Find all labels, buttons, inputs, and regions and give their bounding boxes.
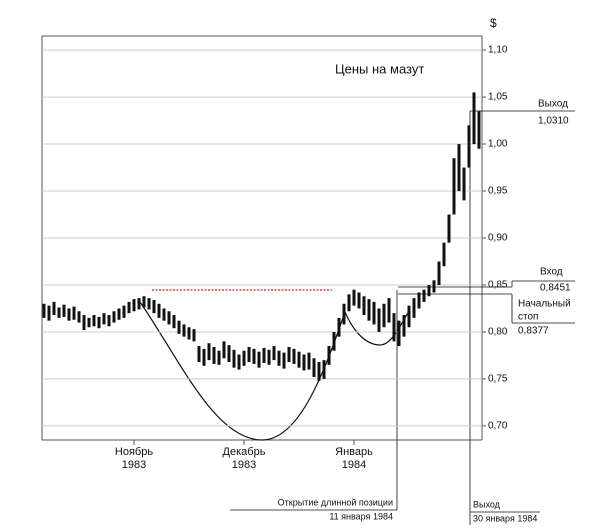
y-tick-label: 1,10 <box>488 45 508 56</box>
y-tick-label: 0,70 <box>488 421 508 432</box>
stop-label: стоп <box>518 312 538 323</box>
open-label: Открытие длинной позиции <box>278 497 393 507</box>
y-tick-label: 0,90 <box>488 233 508 244</box>
x-tick-label: Декабрь 1983 <box>222 446 266 471</box>
stop-label: Начальный <box>518 299 571 310</box>
x-tick-label: Ноябрь 1983 <box>114 446 154 471</box>
chart-title: Цены на мазут <box>335 61 424 76</box>
exit-price: 1,0310 <box>538 116 569 127</box>
y-unit: $ <box>490 16 497 30</box>
stop-price: 0,8377 <box>518 326 549 337</box>
y-tick-label: 1,05 <box>488 92 508 103</box>
exit-label: Выход <box>538 99 568 110</box>
cup-curve <box>139 301 409 441</box>
entry-label: Вход <box>540 267 563 278</box>
close-label: Выход <box>473 499 501 509</box>
open-label: 11 января 1984 <box>329 511 393 521</box>
y-tick-label: 1,00 <box>488 139 508 150</box>
y-tick-label: 0,85 <box>488 280 508 291</box>
annotation-lines <box>230 110 575 525</box>
y-tick-label: 0,75 <box>488 374 508 385</box>
entry-price: 0,8451 <box>540 283 571 294</box>
y-tick-label: 0,95 <box>488 186 508 197</box>
close-label: 30 января 1984 <box>473 513 537 523</box>
y-tick-label: 0,80 <box>488 327 508 338</box>
x-tick-label: Январь 1984 <box>335 446 373 471</box>
